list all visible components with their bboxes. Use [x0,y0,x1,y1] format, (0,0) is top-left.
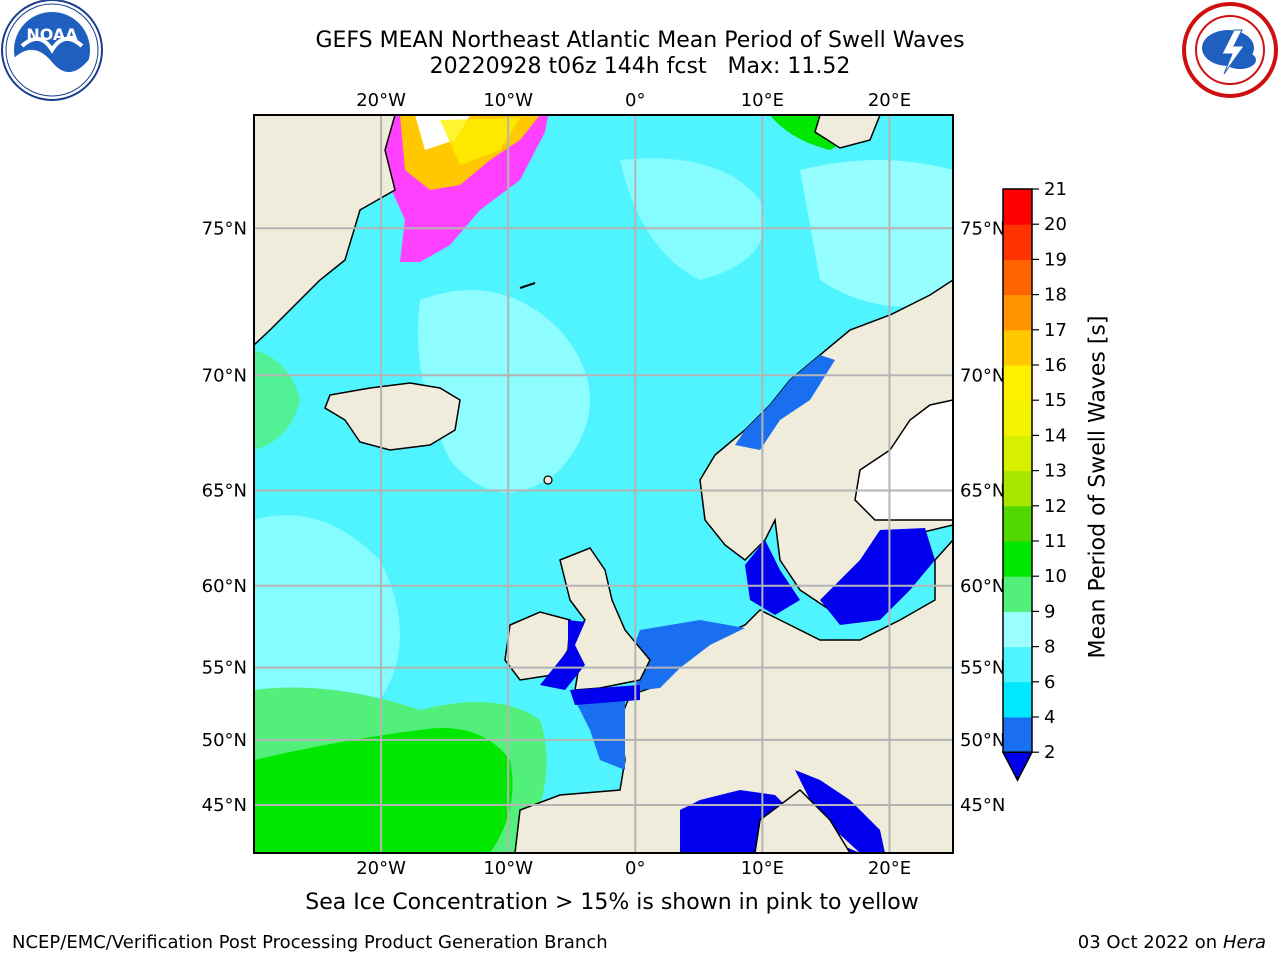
colorbar-segment [1003,646,1032,683]
colorbar-segment [1003,189,1032,225]
colorbar-segment [1003,294,1032,331]
lon-label-bottom: 20°E [868,858,911,879]
colorbar-segment [1003,470,1032,507]
lat-label-left: 55°N [202,658,247,679]
lat-label-right: 55°N [960,658,1005,679]
colorbar-tick-label: 9 [1044,601,1055,622]
chart-subtitle: 20220928 t06z 144h fcst Max: 11.52 [429,54,851,79]
noaa-logo: NOAA [1,0,103,101]
footer-right: 03 Oct 2022 on Hera [1078,932,1266,953]
lat-label-left: 45°N [202,795,247,816]
colorbar-tick-label: 10 [1044,566,1067,587]
colorbar-tick-label: 14 [1044,425,1067,446]
lon-label-top: 10°E [741,90,784,111]
colorbar-segment [1003,611,1032,648]
tick-labels: 20°W 20°W 10°W 10°W 0° 0° 10°E 10°E 20°E 20°E 75°N… [202,90,1006,879]
colorbar-tick-label: 17 [1044,320,1067,341]
lat-label-right: 75°N [960,218,1005,239]
lat-label-left: 65°N [202,480,247,501]
map-grid [254,115,953,853]
lon-label-top: 20°W [356,90,406,111]
footer-date: 03 Oct 2022 on [1077,932,1223,953]
colorbar-segment [1003,259,1032,296]
colorbar-tick-label: 13 [1044,461,1067,482]
colorbar-label-wrap: Mean Period of Swell Waves [s] [1068,316,1128,659]
lon-label-bottom: 10°W [483,858,533,879]
swell-band-mid [418,290,590,493]
colorbar-segments [1003,189,1032,753]
colorbar-segment [1003,365,1032,401]
english-channel [570,685,640,705]
lon-label-top: 10°W [483,90,533,111]
colorbar-ticks: 2 4 6 8 9 10 11 12 13 14 15 16 17 18 19 20 21 [1032,180,1067,763]
adriatic [795,770,885,853]
lat-label-right: 70°N [960,365,1005,386]
colorbar-tick-label: 15 [1044,390,1067,411]
faroe-islands [543,475,553,485]
irish-sea [540,620,585,690]
greenland [254,115,396,347]
lon-label-top: 0° [625,90,645,111]
colorbar-tick-label: 12 [1044,496,1067,517]
swell-biscay [575,700,625,770]
swell-norway-coast [735,355,835,450]
colorbar-label: Mean Period of Swell Waves [s] [1085,315,1111,659]
colorbar-segment [1003,400,1032,436]
caption-sea-ice: Sea Ice Concentration > 15% is shown in … [305,890,919,915]
svalbard [814,115,881,149]
jan-mayen [519,282,536,289]
lat-label-left: 75°N [202,218,247,239]
swell-bright-green [254,728,513,853]
baltic-sea [820,528,935,625]
lat-label-right: 50°N [960,730,1005,751]
noaa-logo-text: NOAA [26,25,78,44]
colorbar-segment [1003,681,1032,718]
colorbar-tick-label: 21 [1044,180,1067,200]
colorbar-segment [1003,505,1032,542]
swell-north-sea-south [625,620,745,690]
colorbar-tick-label: 11 [1044,531,1067,552]
swell-band-barents [800,160,953,307]
lat-label-right: 65°N [960,480,1005,501]
colorbar-segment [1003,224,1032,260]
iceland [324,382,461,451]
colorbar-tick-label: 16 [1044,355,1067,376]
colorbar-tick-label: 20 [1044,214,1067,235]
colorbar-tick-label: 4 [1044,707,1055,728]
colorbar-tick-label: 18 [1044,285,1067,306]
footer-left: NCEP/EMC/Verification Post Processing Pr… [12,932,608,953]
lon-label-top: 20°E [868,90,911,111]
colorbar-segment [1003,576,1032,612]
footer-host: Hera [1222,932,1266,953]
swell-band-west [254,515,400,700]
lon-label-bottom: 0° [625,858,645,879]
nws-logo [1182,2,1278,98]
colorbar: 2 4 6 8 9 10 11 12 13 14 15 16 17 18 19 20 21 [1001,180,1067,782]
colorbar-segment [1003,717,1032,753]
lat-label-left: 70°N [202,365,247,386]
colorbar-under-arrow [1001,751,1034,782]
swell-band-nordic [620,158,764,280]
lat-label-right: 45°N [960,795,1005,816]
colorbar-tick-label: 8 [1044,637,1055,658]
kattegat [745,540,800,615]
colorbar-segment [1003,329,1032,366]
lat-label-left: 60°N [202,576,247,597]
chart-title: GEFS MEAN Northeast Atlantic Mean Period… [315,28,965,53]
lon-label-bottom: 20°W [356,858,406,879]
colorbar-segment [1003,435,1032,472]
lon-label-bottom: 10°E [741,858,784,879]
colorbar-tick-label: 6 [1044,672,1055,693]
colorbar-tick-label: 2 [1044,742,1055,763]
nws-logo-ring [1182,2,1278,98]
map-frame [253,114,954,854]
colorbar-tick-label: 19 [1044,249,1067,270]
colorbar-segment [1003,541,1032,577]
lat-label-left: 50°N [202,730,247,751]
lat-label-right: 60°N [960,576,1005,597]
sea-ice-bright [440,118,520,165]
map-area [254,115,953,853]
